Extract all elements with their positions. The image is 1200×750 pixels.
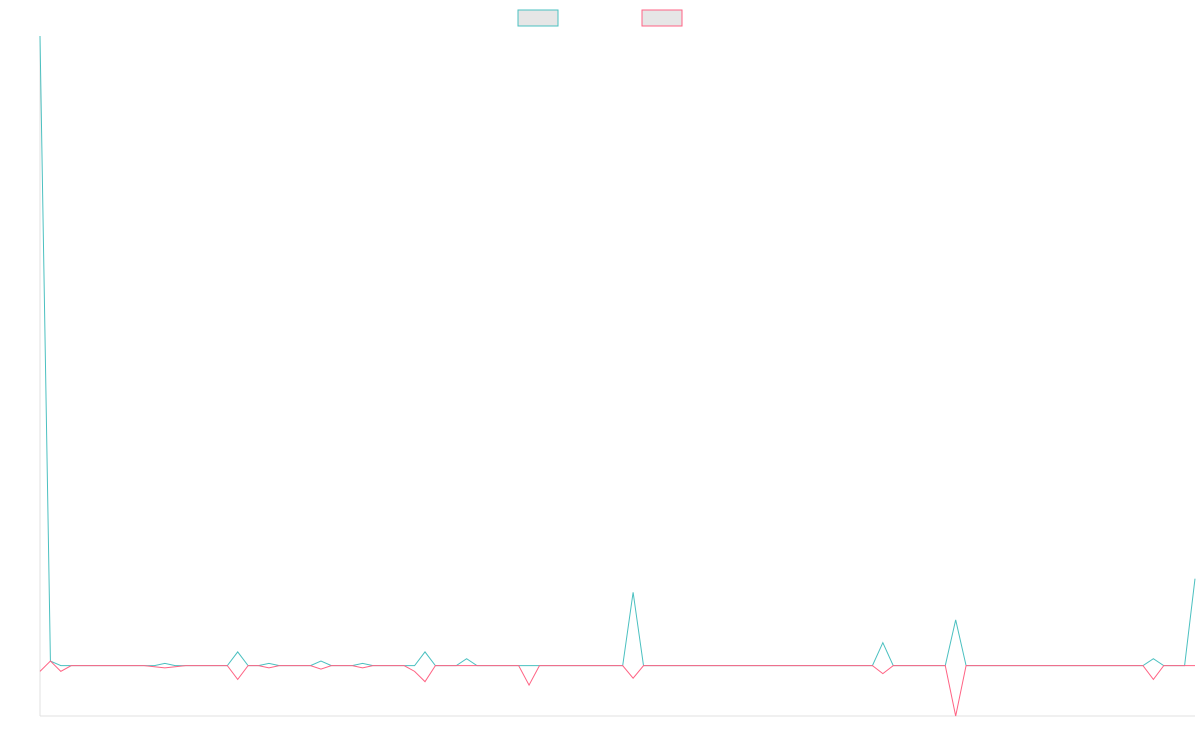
series-line-1 bbox=[39, 35, 1196, 667]
axes bbox=[39, 36, 1195, 717]
legend bbox=[517, 9, 683, 27]
legend-swatch-1[interactable] bbox=[517, 9, 559, 27]
series-line-2 bbox=[39, 660, 1195, 717]
legend-swatch-2[interactable] bbox=[641, 9, 683, 27]
series-lines bbox=[39, 35, 1196, 717]
